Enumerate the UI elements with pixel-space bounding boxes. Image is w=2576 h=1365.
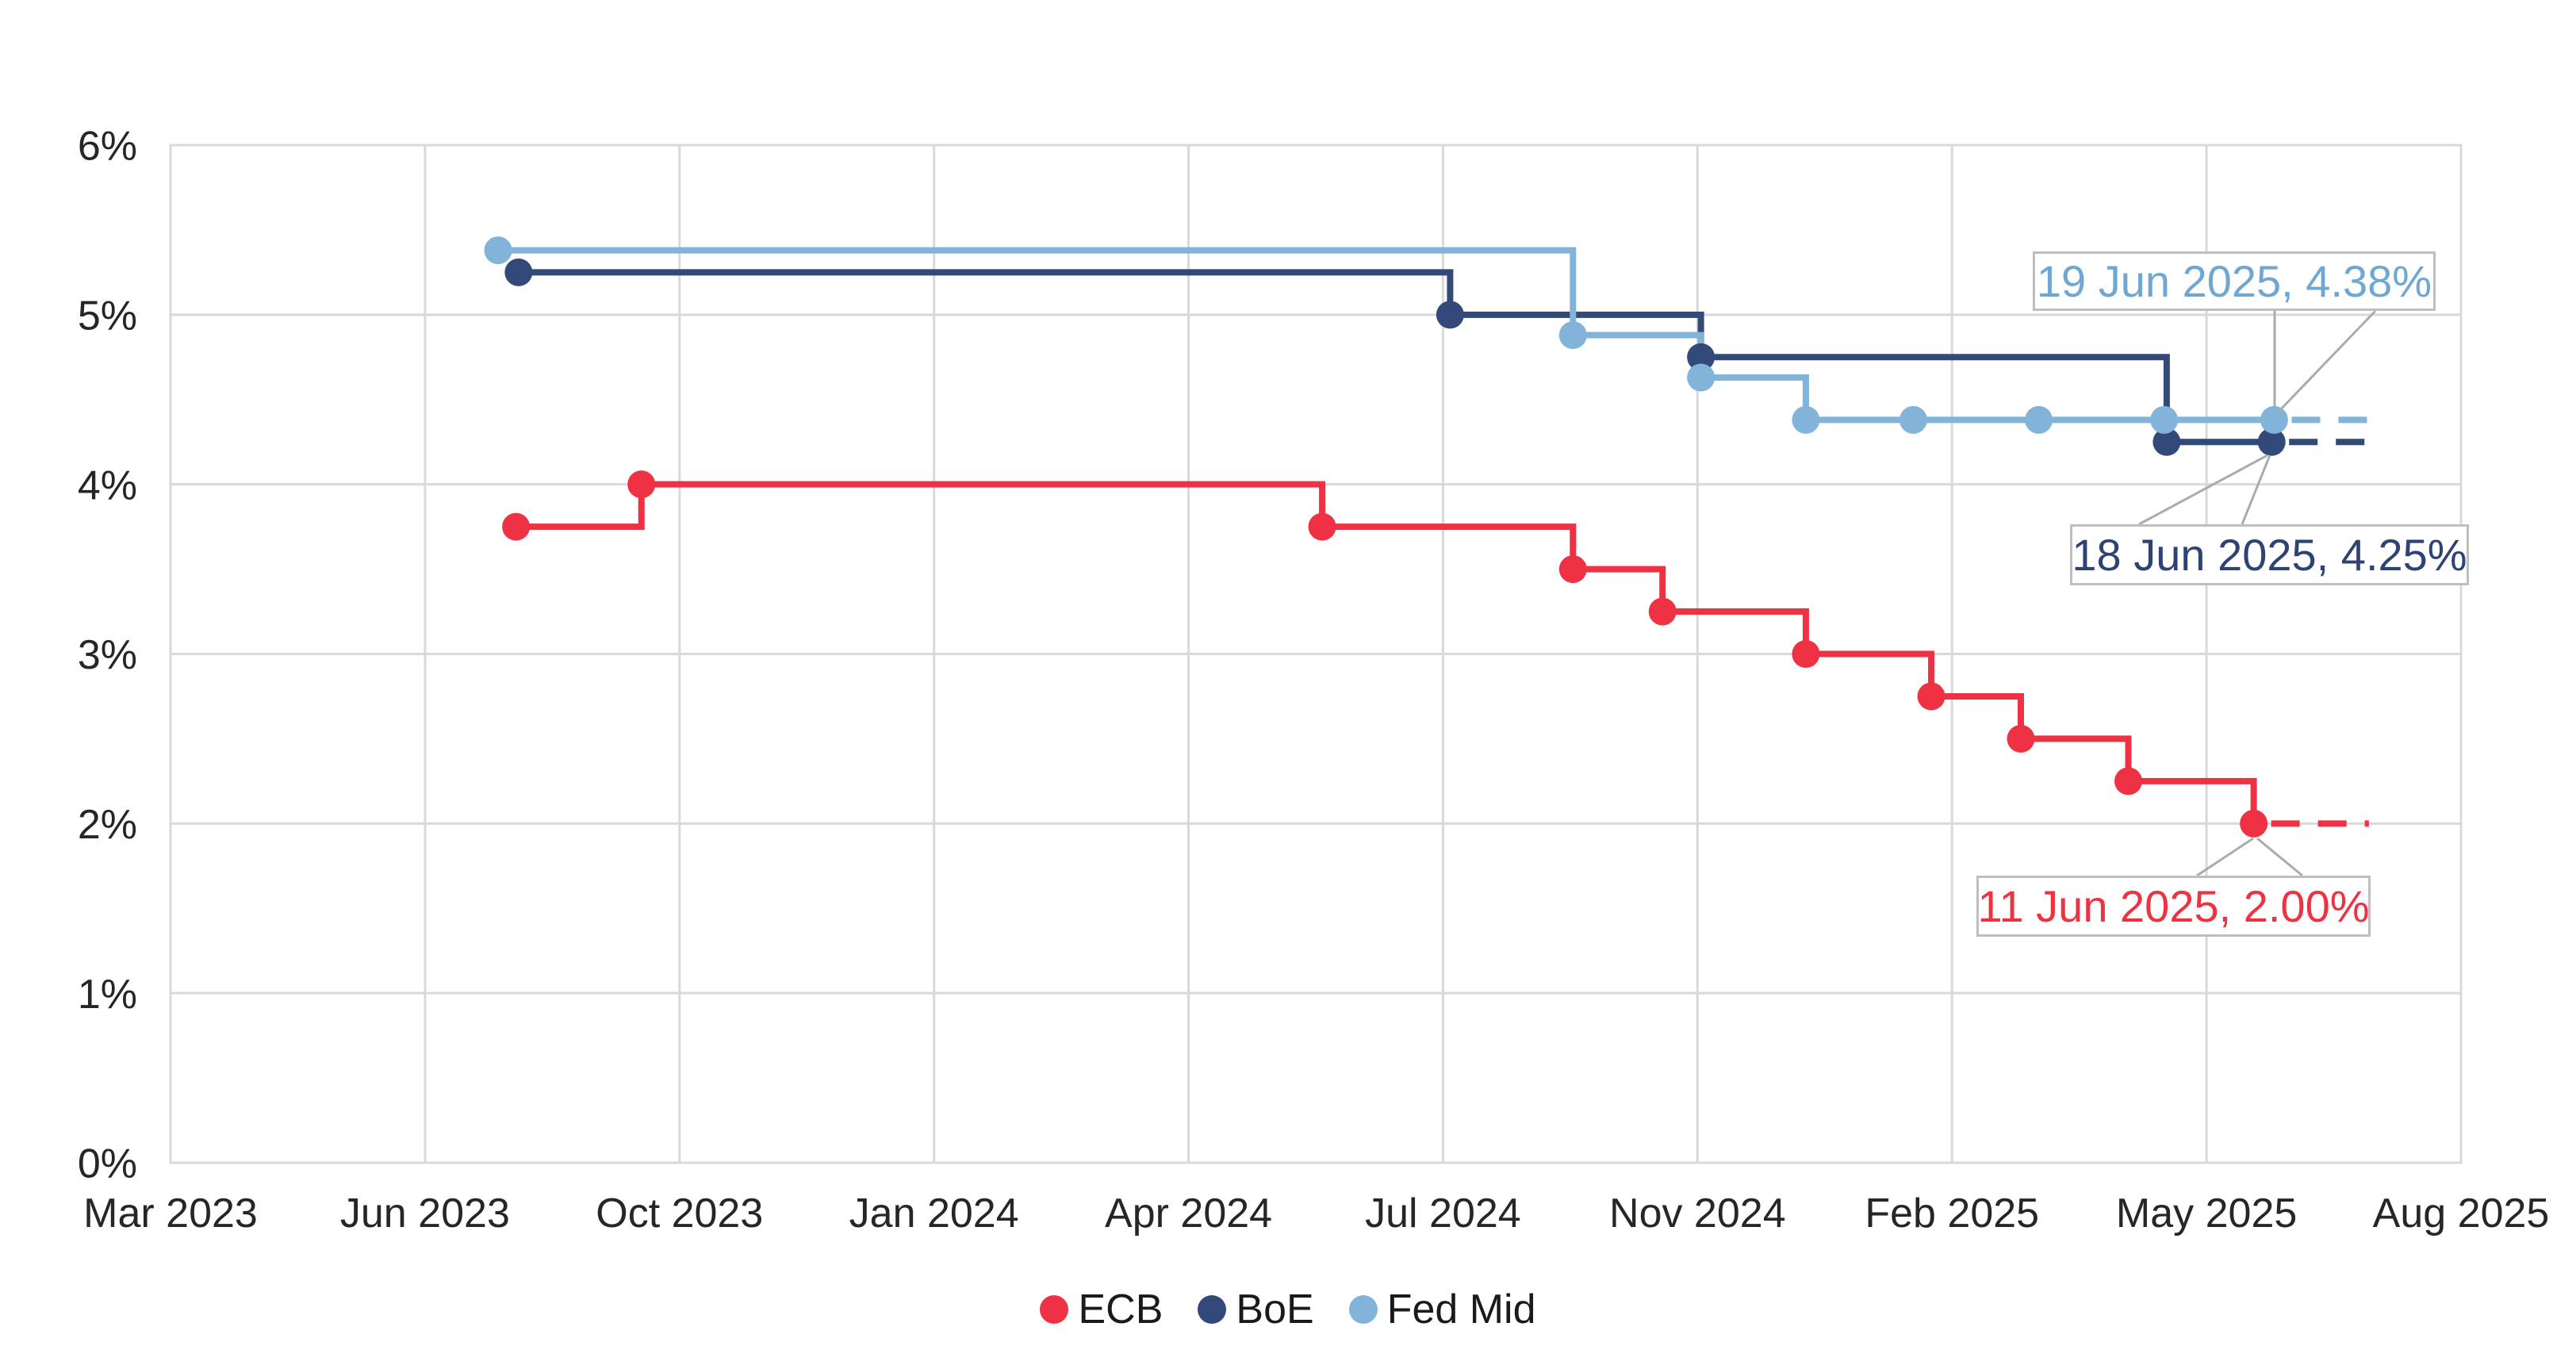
boe-leader-line <box>2138 454 2268 526</box>
ecb-marker <box>2007 724 2035 753</box>
x-axis-label: May 2025 <box>2116 1191 2297 1237</box>
x-axis-label: Jun 2023 <box>340 1191 510 1237</box>
y-axis-label: 6% <box>78 124 137 170</box>
boe-leader-line <box>2241 454 2271 525</box>
legend-item-boe: BoE <box>1198 1286 1314 1332</box>
ecb-marker <box>502 512 531 541</box>
y-axis-label: 2% <box>78 802 137 848</box>
ecb-marker <box>1558 555 1587 584</box>
ecb-marker <box>1917 682 1945 711</box>
boe-marker <box>1687 343 1715 371</box>
fed-mid-marker <box>2150 405 2179 434</box>
x-axis-label: Nov 2024 <box>1609 1191 1786 1237</box>
x-axis-label: Feb 2025 <box>1865 1191 2039 1237</box>
legend-marker-icon <box>1348 1295 1378 1324</box>
ecb-marker <box>2114 767 2143 796</box>
legend-item-ecb: ECB <box>1040 1289 1163 1330</box>
legend-marker-icon <box>1040 1295 1069 1324</box>
fed-mid-step-line <box>498 247 2275 424</box>
ecb-leader-line <box>2256 837 2303 877</box>
ecb-marker <box>1648 597 1677 626</box>
y-axis-label: 5% <box>78 293 137 339</box>
x-axis-label: Jan 2024 <box>849 1191 1019 1237</box>
ecb-marker <box>1792 640 1820 668</box>
ecb-marker <box>627 470 656 499</box>
ecb-leader-line <box>2196 837 2254 877</box>
fed-mid-marker <box>1687 363 1715 392</box>
boe-annotation-label: 18 Jun 2025, 4.25% <box>2070 524 2469 585</box>
fed-mid-marker <box>1792 405 1820 434</box>
fed-mid-marker <box>1899 405 1927 434</box>
y-axis-label: 3% <box>78 632 137 678</box>
x-axis-label: Oct 2023 <box>596 1191 763 1237</box>
plot-border <box>169 144 2463 1164</box>
legend: ECB BoE Fed Mid <box>0 1282 2576 1337</box>
boe-marker <box>504 258 533 286</box>
boe-marker <box>2152 428 2181 456</box>
boe-step-line <box>518 269 2272 446</box>
ecb-marker <box>1308 512 1336 541</box>
y-axis-label: 4% <box>78 462 137 508</box>
legend-item-fed-mid: Fed Mid <box>1348 1286 1536 1332</box>
legend-label: ECB <box>1078 1286 1163 1332</box>
legend-label: BoE <box>1236 1286 1314 1332</box>
legend-label: Fed Mid <box>1386 1286 1536 1332</box>
x-axis-label: Apr 2024 <box>1105 1191 1272 1237</box>
ecb-marker <box>2240 809 2268 838</box>
ecb-step-line <box>516 481 2257 824</box>
x-axis-label: Jul 2024 <box>1365 1191 1521 1237</box>
boe-marker <box>1436 301 1464 329</box>
fed-mid-marker <box>1558 320 1587 349</box>
fed-leader-line <box>2276 309 2377 414</box>
x-axis-label: Mar 2023 <box>83 1191 258 1237</box>
x-axis-label: Aug 2025 <box>2373 1191 2550 1237</box>
y-axis-label: 0% <box>78 1141 137 1187</box>
fed-mid-marker <box>484 236 512 265</box>
fed-annotation-label: 19 Jun 2025, 4.38% <box>2033 251 2436 311</box>
ecb-annotation-label: 11 Jun 2025, 2.00% <box>1976 876 2371 937</box>
boe-marker <box>2257 428 2286 456</box>
fed-mid-marker <box>2260 405 2288 434</box>
y-axis-label: 1% <box>78 972 137 1018</box>
fed-mid-marker <box>2025 405 2053 434</box>
legend-marker-icon <box>1198 1295 1227 1324</box>
